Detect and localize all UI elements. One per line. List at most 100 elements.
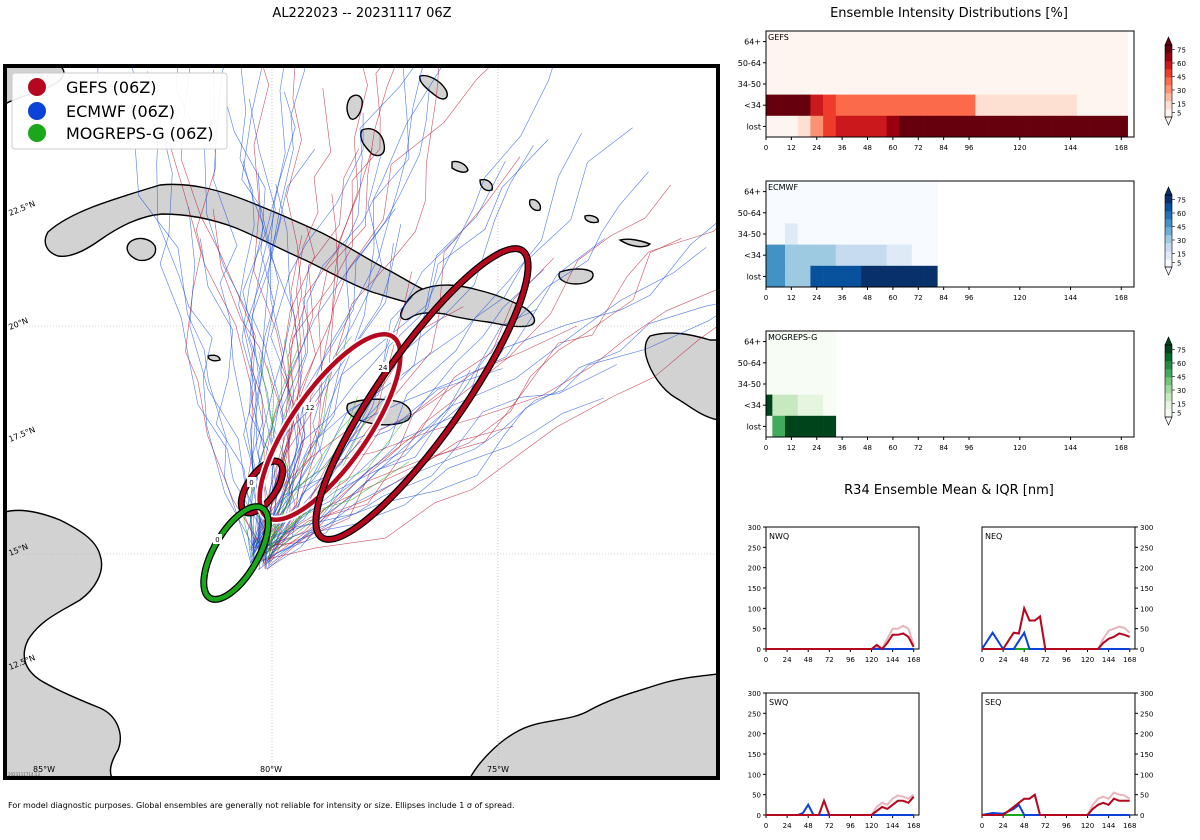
heat-cell-mogreps-2-0: [766, 373, 773, 395]
heat-cell-gefs-3-28: [1114, 94, 1128, 117]
heat-cell-ecmwf-0-7: [848, 181, 862, 203]
track-gefs-2: [258, 66, 396, 553]
heat-cell-gefs-4-13: [924, 115, 938, 138]
track-ecmwf-12: [251, 216, 282, 547]
r34-title: R34 Ensemble Mean & IQR [nm]: [844, 483, 1054, 498]
r34-ylabel-seq-0: 300: [1140, 690, 1153, 698]
r34-frame-seq: [981, 692, 1136, 816]
intensity-xlabel-mogreps-5: 60: [888, 444, 897, 452]
heat-cell-gefs-0-15: [950, 31, 963, 53]
heat-cell-gefs-0-17: [975, 31, 989, 53]
colorbar-ecmwf-seg-3: [1165, 235, 1172, 244]
land-bahamas-3: [451, 160, 469, 173]
r34-ylabel-neq-6: 0: [1140, 646, 1144, 654]
intensity-xlabel-mogreps-3: 36: [838, 444, 847, 452]
heat-cell-gefs-2-17: [975, 73, 989, 95]
r34-panel-nwq: NWQ 300 250 200 150 100 50 00 24 48 72 96 120 144 168: [748, 524, 921, 664]
intensity-ylabel-ecmwf-0: 64+: [744, 188, 761, 197]
heat-cell-gefs-4-7: [848, 115, 862, 138]
heat-cell-ecmwf-2-13: [924, 223, 938, 245]
heat-cell-gefs-4-27: [1102, 115, 1116, 138]
heat-cell-gefs-4-9: [873, 115, 887, 138]
heat-cell-mogreps-0-3: [797, 331, 811, 353]
heat-cell-ecmwf-1-13: [924, 202, 938, 224]
colorbar-mogreps-seg-0: [1165, 409, 1172, 418]
colorbar-gefs-label-4: 15: [1177, 101, 1186, 109]
track-mogreps-8: [267, 336, 352, 555]
heat-cell-gefs-3-4: [810, 94, 824, 117]
track-ecmwf-27: [97, 66, 252, 564]
track-ecmwf-30: [131, 66, 255, 549]
intensity-label-ecmwf: ECMWF: [768, 183, 798, 192]
track-ecmwf-49: [268, 247, 707, 557]
heat-cell-gefs-2-28: [1114, 73, 1128, 95]
r34-ylabel-neq-0: 300: [1140, 524, 1153, 532]
track-ecmwf-13: [268, 127, 633, 567]
heat-cell-gefs-1-24: [1064, 52, 1078, 74]
heat-cell-gefs-0-14: [937, 31, 951, 53]
colorbar-gefs-seg-0: [1165, 109, 1172, 118]
heat-cell-ecmwf-3-0: [766, 244, 773, 267]
heat-cell-ecmwf-2-2: [785, 223, 799, 245]
heat-cell-mogreps-3-1: [772, 394, 786, 417]
land-isle-youth: [126, 237, 157, 262]
heat-cell-ecmwf-3-13: [924, 244, 938, 267]
heat-cell-ecmwf-2-5: [823, 223, 837, 245]
r34-label-seq: SEQ: [985, 698, 1001, 707]
r34-panel-seq: SEQ 300 250 200 150 100 50 0 0 24 48 72 96 120 144 168: [980, 690, 1154, 830]
heat-cell-ecmwf-0-1: [772, 181, 786, 203]
heat-cell-ecmwf-4-6: [835, 265, 849, 288]
heat-cell-ecmwf-0-0: [766, 181, 773, 203]
r34-gefs-line-nwq: [766, 632, 915, 651]
heat-cell-gefs-3-13: [924, 94, 938, 117]
heat-cell-gefs-3-24: [1064, 94, 1078, 117]
heat-cell-gefs-1-9: [873, 52, 887, 74]
heat-cell-gefs-2-5: [823, 73, 837, 95]
track-ecmwf-26: [147, 71, 259, 554]
colorbar-mogreps-seg-2: [1165, 393, 1172, 402]
r34-xlabel-seq-5: 120: [1081, 822, 1094, 830]
r34-xlabel-swq-6: 144: [886, 822, 900, 830]
heat-cell-mogreps-3-5: [823, 394, 837, 417]
r34-ylabel-neq-3: 150: [1140, 585, 1153, 593]
r34-gefs-line-seq: [982, 792, 1130, 816]
heat-cell-ecmwf-3-10: [886, 244, 900, 267]
intensity-label-mogreps: MOGREPS-G: [768, 333, 817, 342]
heat-cell-mogreps-3-3: [797, 394, 811, 417]
r34-ylabel-swq-3: 150: [748, 751, 761, 759]
heat-cell-gefs-2-10: [886, 73, 900, 95]
intensity-xlabel-ecmwf-0: 0: [764, 294, 768, 302]
heat-cell-ecmwf-1-9: [873, 202, 887, 224]
heat-cell-gefs-3-17: [975, 94, 989, 117]
track-ecmwf-17: [259, 368, 503, 548]
heat-cell-gefs-1-8: [861, 52, 875, 74]
heat-cell-mogreps-0-5: [823, 331, 837, 353]
intensity-xlabel-mogreps-7: 84: [939, 444, 948, 452]
track-ecmwf-3: [257, 364, 617, 554]
intensity-ylabel-gefs-0: 64+: [744, 38, 761, 47]
heat-cell-gefs-4-26: [1089, 115, 1103, 138]
heat-cell-mogreps-2-5: [823, 373, 837, 395]
intensity-xlabel-mogreps-4: 48: [863, 444, 872, 452]
r34-label-swq: SWQ: [769, 698, 788, 707]
ellipse-label-mogreps-0: 0: [215, 536, 219, 544]
legend-marker-gefs: [28, 78, 46, 96]
heat-cell-ecmwf-3-8: [861, 244, 875, 267]
heat-cell-ecmwf-0-12: [911, 181, 925, 203]
heat-cell-mogreps-1-3: [797, 352, 811, 374]
heat-cell-gefs-3-15: [950, 94, 963, 117]
intensity-xlabel-ecmwf-2: 24: [812, 294, 821, 302]
intensity-xlabel-gefs-8: 96: [965, 144, 974, 152]
intensity-panel-gefs: GEFS 64+ 50-64 34-50 <34 lost 0 12 24 36 48 60 72 84 9…: [738, 30, 1186, 152]
heat-cell-mogreps-3-0: [766, 394, 773, 417]
heat-cell-mogreps-2-1: [772, 373, 786, 395]
track-ecmwf-42: [266, 66, 410, 554]
heat-cell-gefs-2-9: [873, 73, 887, 95]
heat-cell-gefs-2-14: [937, 73, 951, 95]
intensity-xlabel-gefs-3: 36: [838, 144, 847, 152]
intensity-xlabel-ecmwf-5: 60: [888, 294, 897, 302]
heat-cell-ecmwf-0-2: [785, 181, 799, 203]
heat-cell-mogreps-1-4: [810, 352, 824, 374]
heat-cell-gefs-4-0: [766, 115, 773, 138]
heat-cell-gefs-1-27: [1102, 52, 1116, 74]
